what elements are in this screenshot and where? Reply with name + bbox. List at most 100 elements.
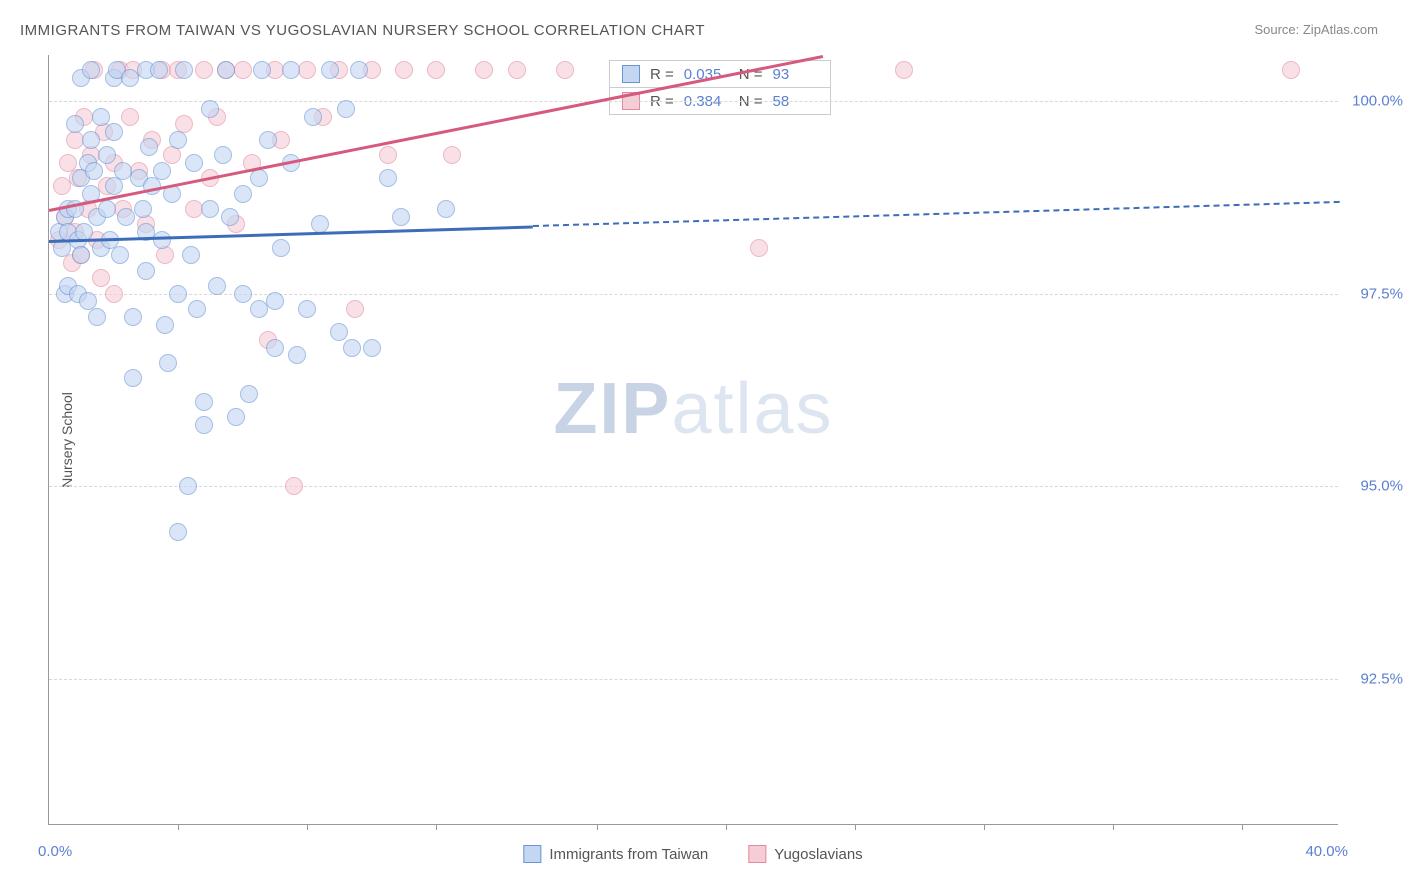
data-point — [298, 61, 316, 79]
x-tick — [855, 824, 856, 830]
data-point — [240, 385, 258, 403]
source-label: Source: — [1254, 22, 1302, 37]
data-point — [395, 61, 413, 79]
data-point — [556, 61, 574, 79]
data-point — [111, 246, 129, 264]
data-point — [475, 61, 493, 79]
legend-label: Immigrants from Taiwan — [549, 846, 708, 863]
data-point — [98, 200, 116, 218]
data-point — [350, 61, 368, 79]
data-point — [321, 61, 339, 79]
gridline — [49, 679, 1338, 680]
data-point — [259, 131, 277, 149]
legend-swatch — [748, 845, 766, 863]
data-point — [156, 316, 174, 334]
trend-line — [49, 225, 533, 242]
x-tick — [597, 824, 598, 830]
data-point — [153, 231, 171, 249]
data-point — [201, 200, 219, 218]
data-point — [750, 239, 768, 257]
data-point — [214, 146, 232, 164]
data-point — [437, 200, 455, 218]
data-point — [443, 146, 461, 164]
data-point — [195, 61, 213, 79]
data-point — [895, 61, 913, 79]
data-point — [121, 108, 139, 126]
data-point — [508, 61, 526, 79]
data-point — [234, 61, 252, 79]
data-point — [85, 162, 103, 180]
stats-legend: R =0.035N =93R =0.384N =58 — [609, 60, 831, 115]
data-point — [124, 369, 142, 387]
x-tick — [1113, 824, 1114, 830]
stat-n-value: 93 — [773, 66, 818, 83]
chart-title: IMMIGRANTS FROM TAIWAN VS YUGOSLAVIAN NU… — [20, 22, 705, 39]
series-legend: Immigrants from Taiwan Yugoslavians — [523, 845, 862, 863]
data-point — [379, 146, 397, 164]
data-point — [169, 131, 187, 149]
data-point — [234, 285, 252, 303]
data-point — [195, 393, 213, 411]
data-point — [266, 339, 284, 357]
legend-item: Yugoslavians — [748, 845, 862, 863]
data-point — [1282, 61, 1300, 79]
legend-label: Yugoslavians — [774, 846, 862, 863]
data-point — [427, 61, 445, 79]
source-value: ZipAtlas.com — [1303, 22, 1378, 37]
data-point — [105, 285, 123, 303]
source-attribution: Source: ZipAtlas.com — [1254, 22, 1378, 37]
data-point — [182, 246, 200, 264]
data-point — [221, 208, 239, 226]
data-point — [330, 323, 348, 341]
data-point — [159, 354, 177, 372]
data-point — [311, 215, 329, 233]
stat-r-label: R = — [650, 66, 674, 83]
data-point — [137, 262, 155, 280]
data-point — [169, 523, 187, 541]
stats-legend-row: R =0.035N =93 — [610, 61, 830, 87]
y-tick-label: 100.0% — [1352, 93, 1403, 110]
data-point — [227, 408, 245, 426]
data-point — [285, 477, 303, 495]
data-point — [124, 308, 142, 326]
data-point — [392, 208, 410, 226]
data-point — [250, 169, 268, 187]
x-tick — [726, 824, 727, 830]
y-tick-label: 92.5% — [1360, 670, 1403, 687]
chart-area: ZIPatlas Nursery School R =0.035N =93R =… — [48, 55, 1338, 825]
legend-swatch — [622, 65, 640, 83]
x-tick — [178, 824, 179, 830]
data-point — [253, 61, 271, 79]
data-point — [140, 138, 158, 156]
legend-swatch — [523, 845, 541, 863]
data-point — [92, 269, 110, 287]
x-axis-max-label: 40.0% — [1305, 843, 1348, 860]
data-point — [105, 123, 123, 141]
data-point — [169, 285, 187, 303]
data-point — [337, 100, 355, 118]
watermark-light: atlas — [671, 369, 833, 449]
x-tick — [307, 824, 308, 830]
data-point — [88, 308, 106, 326]
data-point — [288, 346, 306, 364]
x-tick — [1242, 824, 1243, 830]
trend-line — [533, 201, 1339, 227]
watermark-bold: ZIP — [553, 369, 671, 449]
data-point — [98, 146, 116, 164]
data-point — [195, 416, 213, 434]
data-point — [105, 177, 123, 195]
data-point — [363, 339, 381, 357]
data-point — [179, 477, 197, 495]
data-point — [343, 339, 361, 357]
data-point — [72, 246, 90, 264]
x-tick — [984, 824, 985, 830]
gridline — [49, 486, 1338, 487]
y-axis-label: Nursery School — [59, 392, 75, 488]
data-point — [298, 300, 316, 318]
data-point — [66, 115, 84, 133]
data-point — [82, 61, 100, 79]
data-point — [150, 61, 168, 79]
legend-item: Immigrants from Taiwan — [523, 845, 708, 863]
data-point — [175, 61, 193, 79]
data-point — [266, 292, 284, 310]
